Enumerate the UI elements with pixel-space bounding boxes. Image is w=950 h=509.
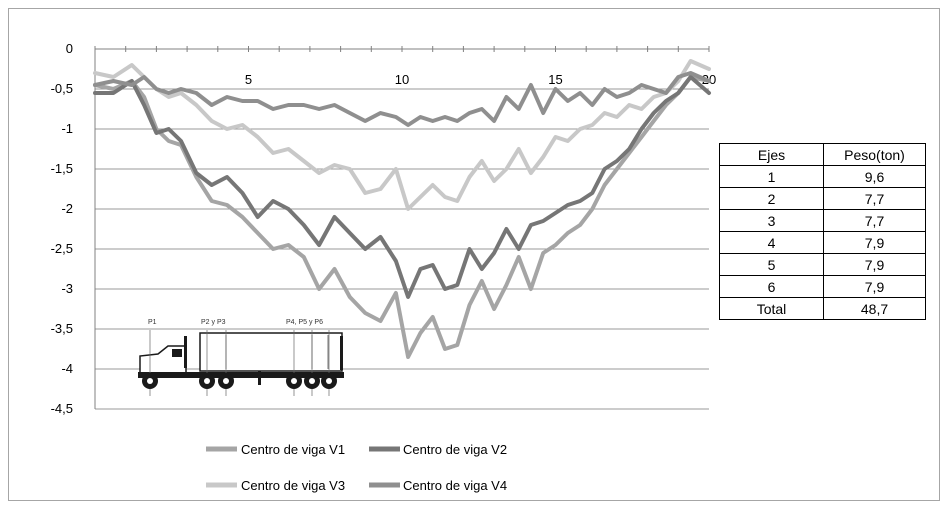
- y-tick-label: -0,5: [51, 81, 73, 96]
- table-cell-axle: 1: [719, 165, 824, 188]
- table-row: 5 7,9: [719, 253, 926, 276]
- table-cell-weight: 9,6: [823, 165, 926, 188]
- table-cell-weight: 7,7: [823, 209, 926, 232]
- table-cell-weight: 7,7: [823, 187, 926, 210]
- chassis: [138, 372, 344, 378]
- wheel-6: [321, 373, 337, 389]
- table-cell-axle: 3: [719, 209, 824, 232]
- table-cell-weight: 7,9: [823, 253, 926, 276]
- table-cell-weight: 7,9: [823, 231, 926, 254]
- x-tick-label: 15: [548, 72, 562, 87]
- legend-label-v2: Centro de viga V2: [403, 442, 507, 457]
- truck-label-p2-p3: P2 y P3: [201, 319, 226, 326]
- y-tick-label: -2: [61, 201, 73, 216]
- legend-item-v2: Centro de viga V2: [369, 442, 507, 457]
- legend: Centro de viga V1 Centro de viga V2 Cent…: [206, 442, 507, 493]
- table-cell-weight: 7,9: [823, 275, 926, 298]
- table-row: 6 7,9: [719, 275, 926, 298]
- table-row: 1 9,6: [719, 165, 926, 188]
- y-tick-label: -1: [61, 121, 73, 136]
- table-header-peso: Peso(ton): [823, 143, 926, 166]
- wheel-5: [304, 373, 320, 389]
- grid: [95, 88, 709, 410]
- table-cell-axle: 6: [719, 275, 824, 298]
- wheel-3: [218, 373, 234, 389]
- truck-label-p4-p6: P4, P5 y P6: [286, 319, 323, 326]
- legend-item-v1: Centro de viga V1: [206, 442, 345, 457]
- table-total-value: 48,7: [823, 297, 926, 320]
- table-row: 2 7,7: [719, 187, 926, 210]
- x-tick-label: 10: [395, 72, 409, 87]
- table-total-label: Total: [719, 297, 824, 320]
- axle-weight-table: Ejes Peso(ton) 1 9,6 2 7,7 3 7,7 4 7,9 5…: [719, 143, 926, 320]
- series-line-v1: [93, 75, 711, 359]
- table-row: 3 7,7: [719, 209, 926, 232]
- y-tick-label: -4,5: [51, 401, 73, 416]
- wheel-1: [142, 373, 158, 389]
- series-line-v2: [93, 75, 711, 299]
- x-tick-label: 5: [245, 72, 252, 87]
- legend-label-v1: Centro de viga V1: [241, 442, 345, 457]
- table-total-row: Total 48,7: [719, 297, 926, 320]
- axes: 0-0,5-1-1,5-2-2,5-3-3,5-4-4,55 10 15 20: [51, 41, 717, 416]
- table-header-ejes: Ejes: [719, 143, 824, 166]
- table-cell-axle: 2: [719, 187, 824, 210]
- series-line-v3: [93, 59, 711, 211]
- truck-illustration: P1 P2 y P3 P4, P5 y P6: [138, 319, 344, 396]
- y-tick-label: -1,5: [51, 161, 73, 176]
- y-tick-label: -3: [61, 281, 73, 296]
- y-tick-label: -3,5: [51, 321, 73, 336]
- y-tick-label: -4: [61, 361, 73, 376]
- wheel-4: [286, 373, 302, 389]
- table-row: 4 7,9: [719, 231, 926, 254]
- wheel-2: [199, 373, 215, 389]
- truck-label-p1: P1: [148, 319, 157, 326]
- y-tick-label: -2,5: [51, 241, 73, 256]
- legend-label-v3: Centro de viga V3: [241, 478, 345, 493]
- table-header-row: Ejes Peso(ton): [719, 143, 926, 166]
- legend-item-v4: Centro de viga V4: [369, 478, 507, 493]
- trailer-body: [199, 332, 343, 372]
- series-lines: [93, 59, 711, 359]
- table-cell-axle: 5: [719, 253, 824, 276]
- legend-label-v4: Centro de viga V4: [403, 478, 507, 493]
- y-tick-label: 0: [66, 41, 73, 56]
- legend-item-v3: Centro de viga V3: [206, 478, 345, 493]
- series-line-v4: [93, 71, 711, 127]
- table-cell-axle: 4: [719, 231, 824, 254]
